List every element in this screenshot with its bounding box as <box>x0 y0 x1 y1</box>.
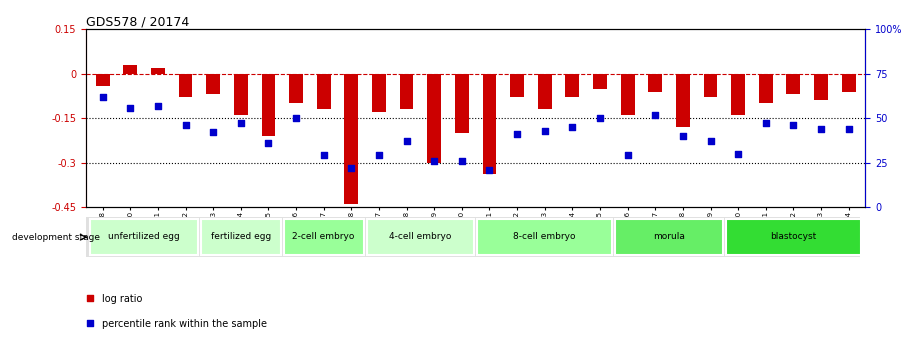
Bar <box>262 74 275 136</box>
Bar <box>317 74 331 109</box>
Text: log ratio: log ratio <box>102 295 143 304</box>
Bar <box>483 74 496 175</box>
Bar <box>151 68 165 74</box>
Text: percentile rank within the sample: percentile rank within the sample <box>102 319 267 329</box>
Point <box>371 153 386 158</box>
Point <box>427 158 441 164</box>
Bar <box>676 74 689 127</box>
Point <box>344 165 359 171</box>
Bar <box>510 74 524 97</box>
Point <box>123 105 138 110</box>
Text: fertilized egg: fertilized egg <box>211 232 271 241</box>
Bar <box>289 74 303 104</box>
Text: 2-cell embryo: 2-cell embryo <box>293 232 355 241</box>
Bar <box>372 74 386 112</box>
Text: development stage: development stage <box>12 233 100 242</box>
Text: morula: morula <box>653 232 685 241</box>
Bar <box>123 65 137 74</box>
Bar <box>455 74 468 133</box>
Bar <box>759 74 773 104</box>
Bar <box>344 74 358 204</box>
Bar <box>428 74 441 162</box>
Bar <box>178 74 192 97</box>
Point <box>758 121 773 126</box>
Point <box>150 103 165 108</box>
Bar <box>726 219 861 255</box>
Point <box>786 122 801 128</box>
Bar <box>234 74 247 115</box>
Bar <box>400 74 413 109</box>
Bar <box>621 74 634 115</box>
Point <box>814 126 828 131</box>
Point <box>842 126 856 131</box>
Bar <box>786 74 800 95</box>
Point <box>648 112 662 117</box>
Point <box>316 153 331 158</box>
Text: 4-cell embryo: 4-cell embryo <box>390 232 451 241</box>
Point <box>289 115 304 121</box>
Point <box>95 94 110 100</box>
Point <box>400 138 414 144</box>
Point <box>82 296 97 301</box>
Bar <box>615 219 723 255</box>
Bar <box>284 219 363 255</box>
Bar <box>538 74 552 109</box>
Point <box>676 133 690 139</box>
Bar <box>201 219 281 255</box>
Bar <box>367 219 474 255</box>
Point <box>565 124 580 130</box>
Point <box>206 130 220 135</box>
Bar <box>565 74 579 97</box>
Bar <box>649 74 662 91</box>
Bar <box>842 74 855 91</box>
Bar <box>731 74 745 115</box>
Text: 8-cell embryo: 8-cell embryo <box>514 232 576 241</box>
Point <box>537 128 552 134</box>
Point <box>82 320 97 325</box>
Bar <box>704 74 718 97</box>
Point <box>178 122 193 128</box>
Point <box>482 167 496 172</box>
Bar <box>207 74 220 95</box>
Point <box>621 153 635 158</box>
Point <box>703 138 718 144</box>
Bar <box>814 74 828 100</box>
Bar <box>593 74 607 89</box>
Text: unfertilized egg: unfertilized egg <box>108 232 180 241</box>
Point <box>510 131 525 137</box>
Text: blastocyst: blastocyst <box>770 232 816 241</box>
Point <box>261 140 275 146</box>
Point <box>593 115 607 121</box>
Bar <box>96 74 110 86</box>
Point <box>731 151 746 157</box>
Text: GDS578 / 20174: GDS578 / 20174 <box>86 15 189 28</box>
Point <box>455 158 469 164</box>
Bar <box>477 219 612 255</box>
Bar <box>91 219 198 255</box>
Point <box>234 121 248 126</box>
